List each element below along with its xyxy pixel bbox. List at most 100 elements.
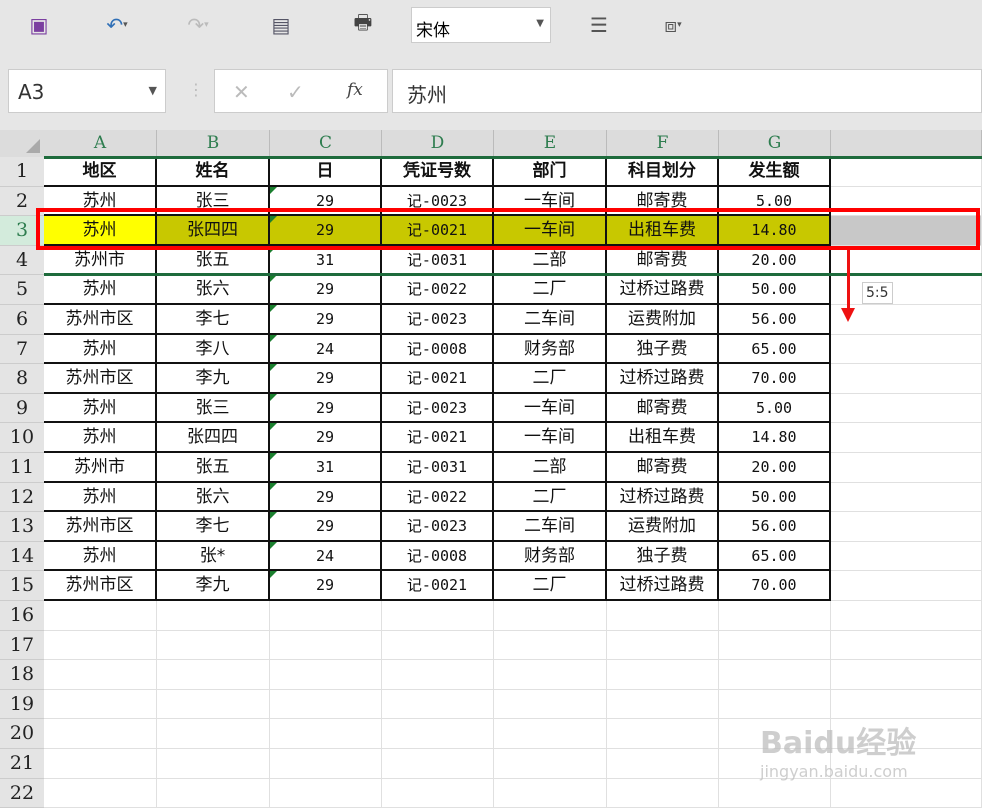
cell-E1[interactable]: 部门 — [494, 157, 607, 187]
cell-F22[interactable] — [607, 778, 719, 809]
cell-A8[interactable]: 苏州市区 — [44, 364, 157, 394]
cell-C8[interactable]: 29 — [270, 364, 382, 394]
confirm-icon[interactable]: ✓ — [287, 80, 304, 104]
cell-F11[interactable]: 邮寄费 — [607, 453, 719, 483]
cell-B19[interactable] — [157, 689, 270, 720]
cell-F20[interactable] — [607, 719, 719, 749]
cell-H7[interactable] — [831, 334, 982, 365]
column-header-F[interactable]: F — [607, 130, 719, 157]
cell-F14[interactable]: 独子费 — [607, 541, 719, 572]
cell-B14[interactable]: 张* — [157, 541, 270, 572]
cell-F21[interactable] — [607, 749, 719, 779]
cell-C12[interactable]: 29 — [270, 482, 382, 513]
cell-E14[interactable]: 财务部 — [494, 541, 607, 572]
cell-E19[interactable] — [494, 689, 607, 720]
cell-F3[interactable]: 出租车费 — [607, 216, 719, 246]
cell-G22[interactable] — [719, 778, 831, 809]
cell-E18[interactable] — [494, 660, 607, 690]
cell-F7[interactable]: 独子费 — [607, 334, 719, 365]
cell-F2[interactable]: 邮寄费 — [607, 186, 719, 217]
cell-G10[interactable]: 14.80 — [719, 423, 831, 453]
cell-D7[interactable]: 记-0008 — [382, 334, 494, 365]
cell-G9[interactable]: 5.00 — [719, 393, 831, 424]
cell-A9[interactable]: 苏州 — [44, 393, 157, 424]
cell-B7[interactable]: 李八 — [157, 334, 270, 365]
cell-E17[interactable] — [494, 630, 607, 661]
cell-H1[interactable] — [831, 157, 982, 187]
cell-F9[interactable]: 邮寄费 — [607, 393, 719, 424]
cell-B22[interactable] — [157, 778, 270, 809]
cell-B21[interactable] — [157, 749, 270, 779]
cell-A7[interactable]: 苏州 — [44, 334, 157, 365]
cell-H9[interactable] — [831, 393, 982, 424]
row-header-20[interactable]: 20 — [0, 719, 44, 749]
cell-A21[interactable] — [44, 749, 157, 779]
cell-D10[interactable]: 记-0021 — [382, 423, 494, 453]
cell-B16[interactable] — [157, 601, 270, 631]
cell-H16[interactable] — [831, 601, 982, 631]
cell-A15[interactable]: 苏州市区 — [44, 571, 157, 601]
cell-D13[interactable]: 记-0023 — [382, 512, 494, 542]
font-dropdown[interactable]: 宋体 ▼ — [411, 7, 551, 43]
cell-D20[interactable] — [382, 719, 494, 749]
cell-H18[interactable] — [831, 660, 982, 690]
cell-D16[interactable] — [382, 601, 494, 631]
row-header-2[interactable]: 2 — [0, 186, 44, 217]
cell-D5[interactable]: 记-0022 — [382, 275, 494, 305]
cell-G6[interactable]: 56.00 — [719, 305, 831, 335]
cell-E21[interactable] — [494, 749, 607, 779]
cell-C4[interactable]: 31 — [270, 245, 382, 276]
print-preview-icon[interactable]: 🖶 — [353, 10, 373, 34]
cell-A11[interactable]: 苏州市 — [44, 453, 157, 483]
row-header-9[interactable]: 9 — [0, 393, 44, 424]
cell-D8[interactable]: 记-0021 — [382, 364, 494, 394]
cell-G17[interactable] — [719, 630, 831, 661]
cell-D3[interactable]: 记-0021 — [382, 216, 494, 246]
cell-D2[interactable]: 记-0023 — [382, 186, 494, 217]
row-header-13[interactable]: 13 — [0, 512, 44, 542]
cell-H15[interactable] — [831, 571, 982, 601]
cell-C1[interactable]: 日 — [270, 157, 382, 187]
cell-F5[interactable]: 过桥过路费 — [607, 275, 719, 305]
cell-E4[interactable]: 二部 — [494, 245, 607, 276]
cell-G19[interactable] — [719, 689, 831, 720]
cell-D22[interactable] — [382, 778, 494, 809]
row-header-18[interactable]: 18 — [0, 660, 44, 690]
cell-A17[interactable] — [44, 630, 157, 661]
cell-B10[interactable]: 张四四 — [157, 423, 270, 453]
column-header-H[interactable] — [831, 130, 982, 157]
cell-A4[interactable]: 苏州市 — [44, 245, 157, 276]
cell-E16[interactable] — [494, 601, 607, 631]
cell-A5[interactable]: 苏州 — [44, 275, 157, 305]
cell-C14[interactable]: 24 — [270, 541, 382, 572]
row-header-1[interactable]: 1 — [0, 157, 44, 187]
cell-H5[interactable] — [831, 275, 982, 305]
cell-H4[interactable] — [831, 245, 982, 276]
row-header-10[interactable]: 10 — [0, 423, 44, 453]
cell-B8[interactable]: 李九 — [157, 364, 270, 394]
cell-D17[interactable] — [382, 630, 494, 661]
cell-A20[interactable] — [44, 719, 157, 749]
cell-G7[interactable]: 65.00 — [719, 334, 831, 365]
cell-F16[interactable] — [607, 601, 719, 631]
cell-G14[interactable]: 65.00 — [719, 541, 831, 572]
cell-H12[interactable] — [831, 482, 982, 513]
cell-E20[interactable] — [494, 719, 607, 749]
cell-E11[interactable]: 二部 — [494, 453, 607, 483]
cell-H8[interactable] — [831, 364, 982, 394]
cell-F13[interactable]: 运费附加 — [607, 512, 719, 542]
cell-E2[interactable]: 一车间 — [494, 186, 607, 217]
cell-G3[interactable]: 14.80 — [719, 216, 831, 246]
name-box[interactable]: A3 ▼ — [8, 69, 166, 113]
cell-H11[interactable] — [831, 453, 982, 483]
cell-A3[interactable]: 苏州 — [44, 216, 157, 246]
cell-G15[interactable]: 70.00 — [719, 571, 831, 601]
cell-A19[interactable] — [44, 689, 157, 720]
cell-F4[interactable]: 邮寄费 — [607, 245, 719, 276]
cell-C16[interactable] — [270, 601, 382, 631]
column-header-A[interactable]: A — [44, 130, 157, 157]
cancel-icon[interactable]: ✕ — [233, 80, 250, 104]
cell-D6[interactable]: 记-0023 — [382, 305, 494, 335]
cell-B17[interactable] — [157, 630, 270, 661]
cell-A22[interactable] — [44, 778, 157, 809]
